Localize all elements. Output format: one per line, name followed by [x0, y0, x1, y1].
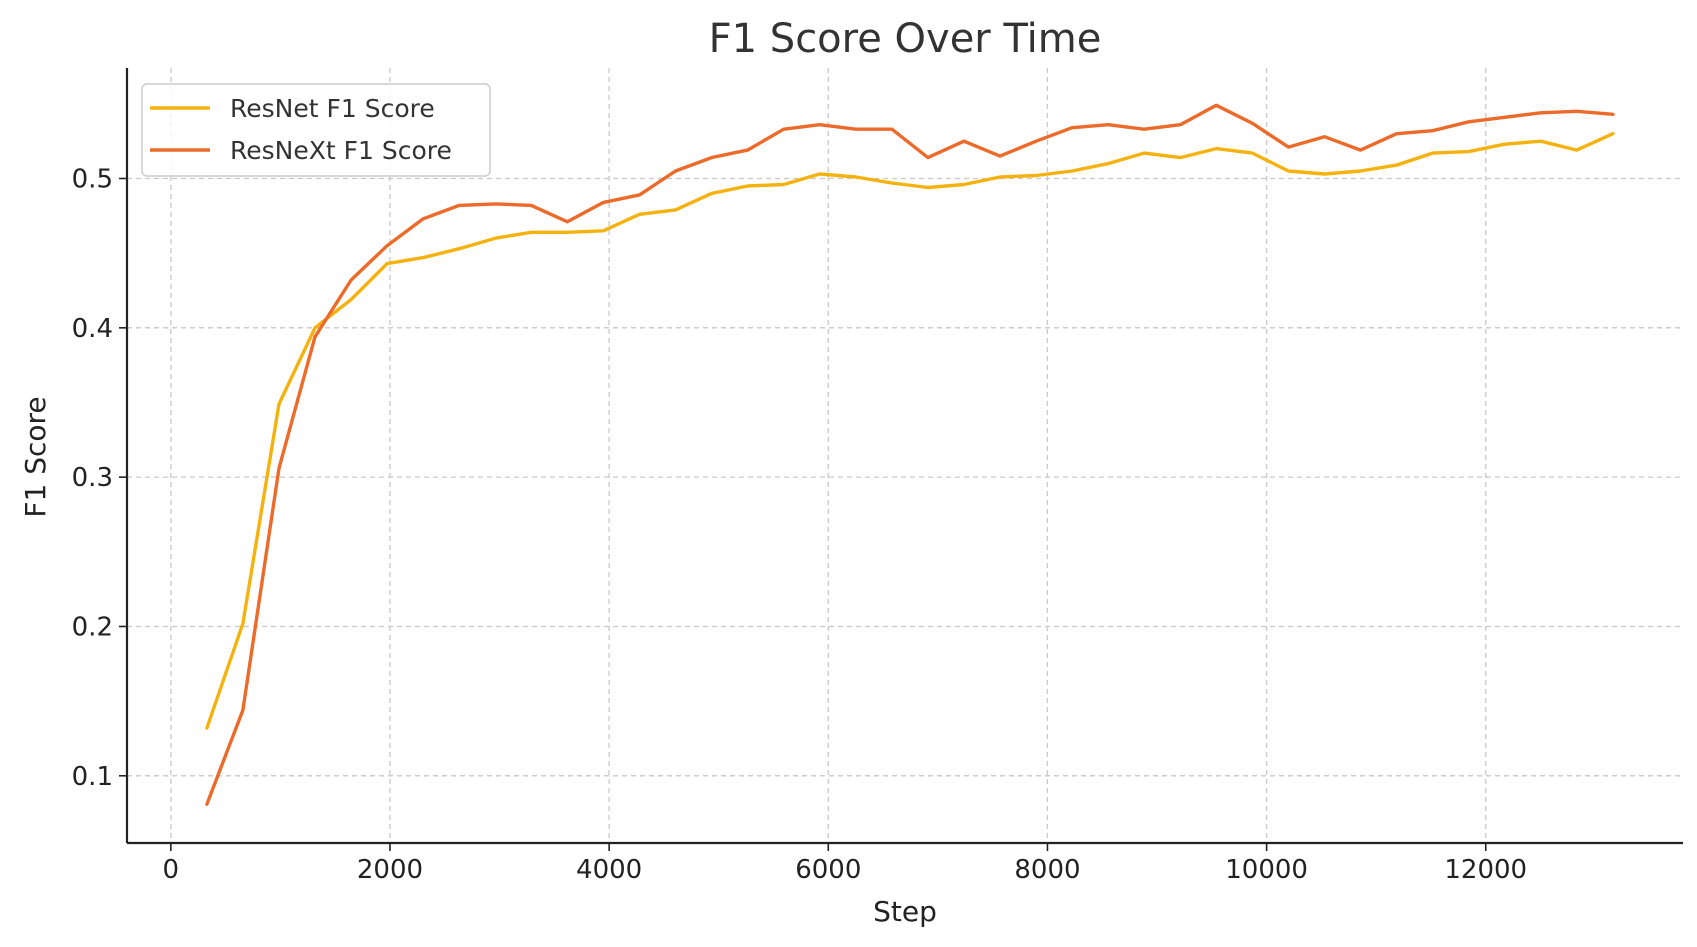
x-tick-label: 4000: [576, 855, 642, 885]
legend-label: ResNet F1 Score: [230, 94, 435, 123]
series-line-resnext: [205, 103, 1615, 806]
x-tick-label: 8000: [1014, 855, 1080, 885]
x-tick-label: 10000: [1225, 855, 1308, 885]
x-axis-label: Step: [873, 895, 937, 928]
y-axis-label: F1 Score: [19, 396, 52, 517]
y-ticks: 0.1 0.2 0.3 0.4 0.5: [72, 165, 127, 792]
legend-box: [141, 83, 491, 177]
x-tick-label: 2000: [357, 855, 423, 885]
x-tick-label: 12000: [1444, 855, 1527, 885]
chart-title: F1 Score Over Time: [709, 16, 1102, 62]
x-ticks: 0 2000 4000 6000 8000 10000 12000: [163, 843, 1527, 885]
grid: [127, 68, 1683, 843]
y-tick-label: 0.3: [72, 463, 113, 493]
y-tick-label: 0.2: [72, 612, 113, 642]
y-tick-label: 0.4: [72, 314, 113, 344]
x-tick-label: 6000: [795, 855, 861, 885]
y-tick-label: 0.5: [72, 165, 113, 195]
series-line-resnet: [205, 131, 1615, 730]
legend: ResNet F1 Score ResNeXt F1 Score: [141, 83, 491, 177]
x-tick-label: 0: [163, 855, 180, 885]
series-lines: [205, 103, 1615, 806]
y-tick-label: 0.1: [72, 762, 113, 792]
legend-label: ResNeXt F1 Score: [230, 136, 452, 165]
axes: [125, 68, 1683, 845]
